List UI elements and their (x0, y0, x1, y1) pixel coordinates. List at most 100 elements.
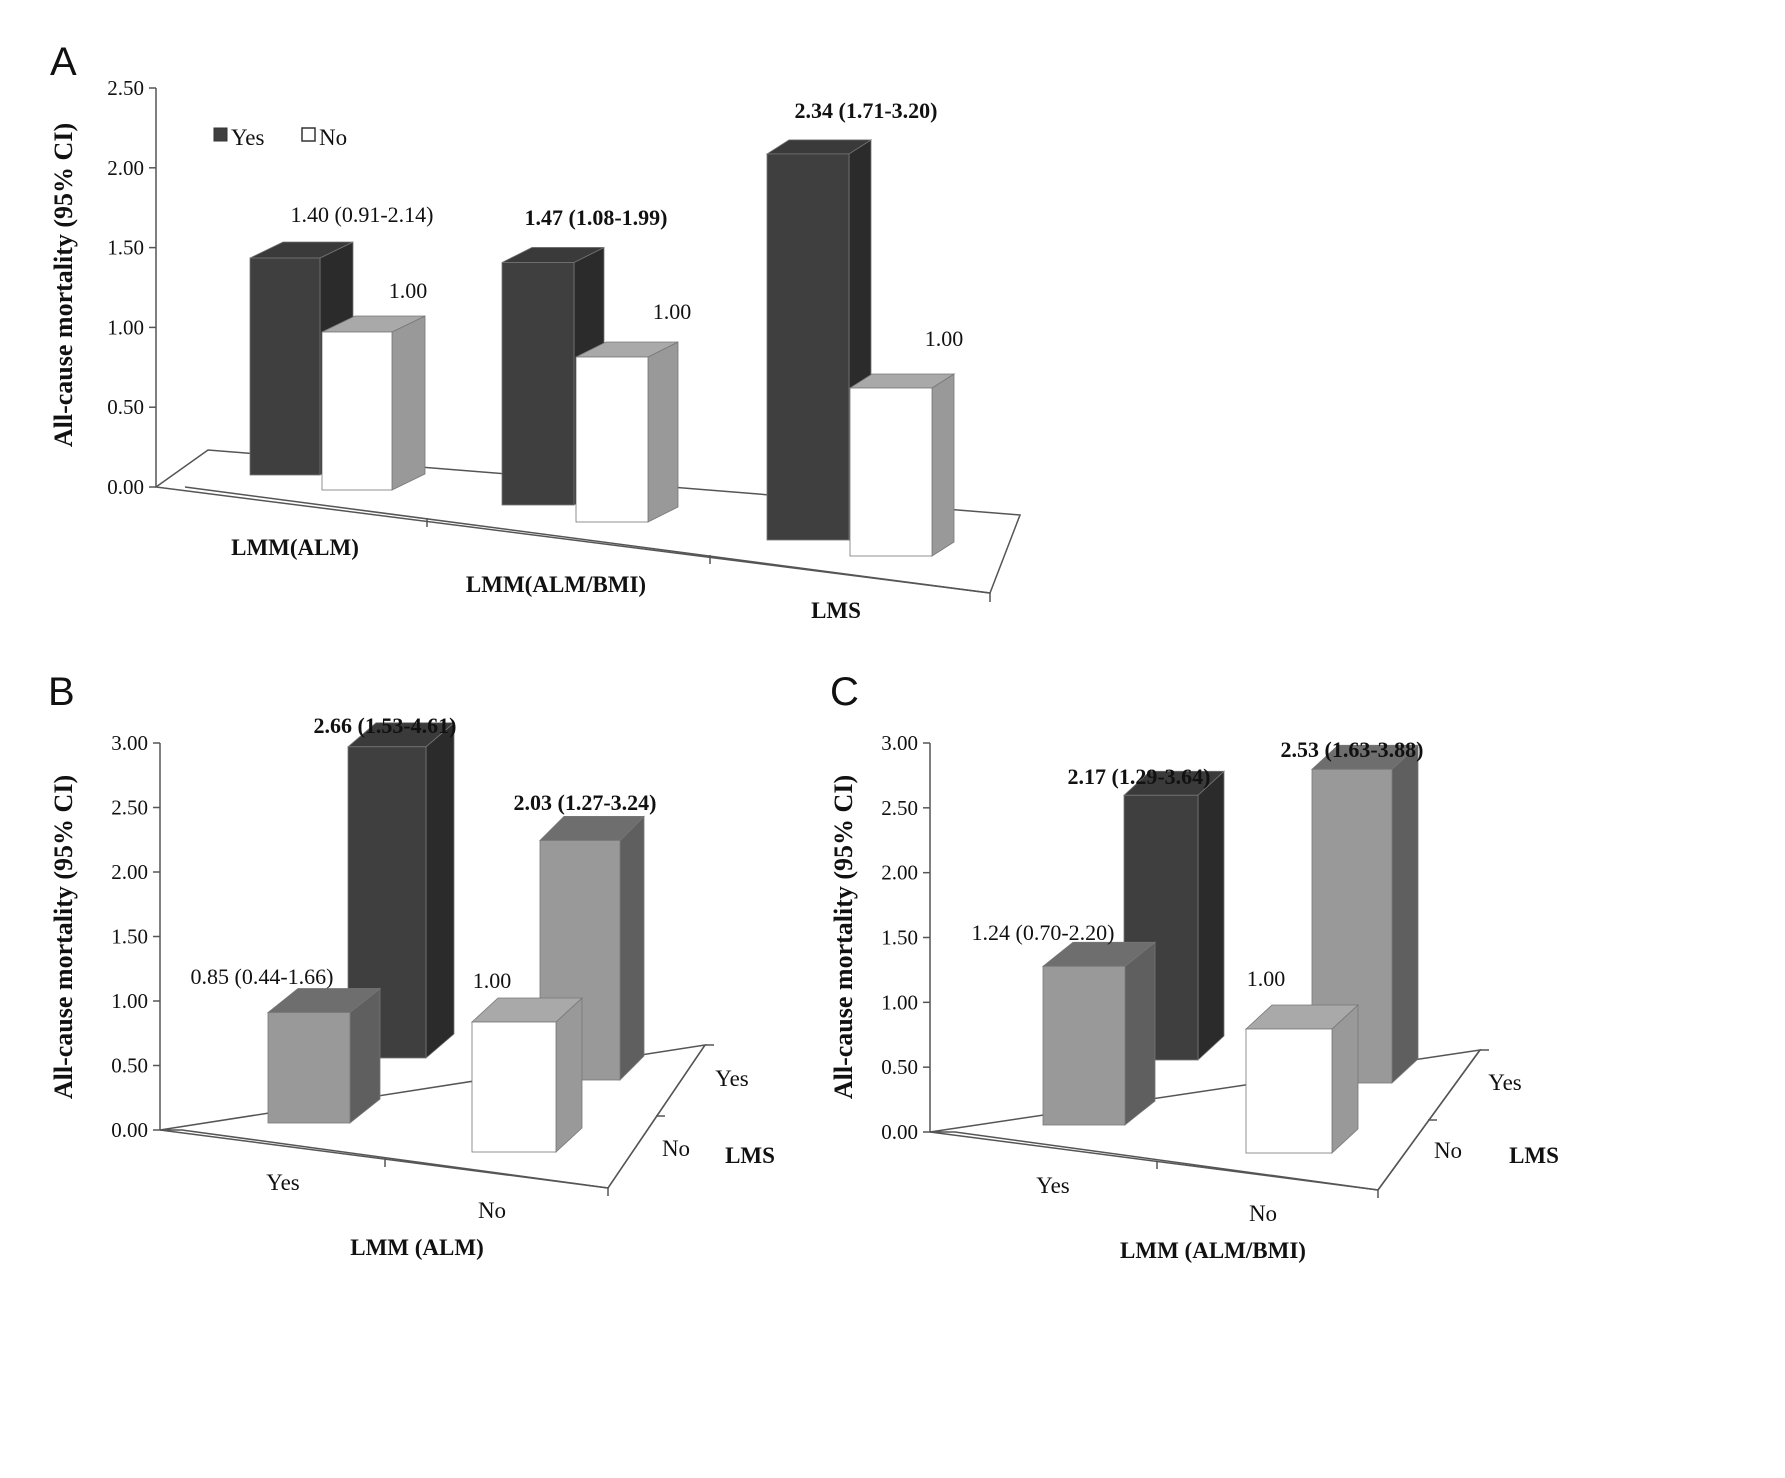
panel-c-bar (1041, 941, 1157, 1126)
panel-a-data-label: 1.00 (925, 326, 964, 351)
panel-c-y-tick-label: 1.00 (881, 990, 918, 1014)
panel-a-y-tick-label: 1.50 (107, 236, 144, 260)
panel-a-y-tick-label: 0.50 (107, 395, 144, 419)
panel-c-y-tick-label: 0.50 (881, 1055, 918, 1079)
panel-b-bars: 0.85 (0.44-1.66) 2.66 (1.53-4.61) 1.00 2.03… (191, 713, 657, 1153)
panel-b-depth-category: No (662, 1136, 690, 1161)
panel-b-depth-axis-label: LMS (725, 1143, 775, 1168)
panel-a-category-label: LMS (811, 598, 861, 623)
panel-c-y-tick-label: 1.50 (881, 926, 918, 950)
panel-b-bar-side (619, 815, 645, 1081)
panel-c-x-category: Yes (1036, 1173, 1070, 1198)
panel-a-y-tick-label: 2.00 (107, 156, 144, 180)
panel-a-bar-no (321, 315, 426, 491)
panel-b-letter: B (48, 670, 75, 714)
panel-a-bar-yes-front (249, 257, 321, 476)
legend-swatch-no (301, 127, 316, 142)
panel-c-x-category: No (1249, 1201, 1277, 1226)
legend-label-no: No (319, 125, 347, 150)
legend-swatch-yes (213, 127, 228, 142)
panel-b-bar-front (267, 1012, 351, 1124)
panel-c-y-tick-label: 2.00 (881, 861, 918, 885)
panel-b-y-tick-label: 2.00 (111, 860, 148, 884)
panel-a-bar-no-front (575, 356, 649, 523)
panel-c-y-ticks: 0.00 0.50 1.00 1.50 2.00 2.50 3.00 (881, 731, 930, 1144)
panel-a-y-tick-label: 2.50 (107, 76, 144, 100)
panel-c-bar-side (1197, 770, 1225, 1061)
panel-b-y-tick-label: 2.50 (111, 796, 148, 820)
panel-c-y-tick-label: 2.50 (881, 796, 918, 820)
panel-a-bar-no (575, 341, 679, 523)
panel-a: A All-cause mortality (95% CI) 0.00 0.50 1… (49, 40, 1022, 623)
panel-b-y-ticks: 0.00 0.50 1.00 1.50 2.00 2.50 3.00 (111, 731, 160, 1142)
panel-c: C All-cause mortality (95% CI) 0.00 0.50 1… (829, 670, 1559, 1263)
panel-a-data-label: 1.40 (0.91-2.14) (291, 202, 434, 227)
panel-a-legend: Yes No (213, 125, 347, 150)
panel-c-bar-front (1245, 1028, 1333, 1154)
panel-a-letter: A (50, 40, 77, 84)
panel-c-bars: 1.24 (0.70-2.20) 2.17 (1.29-3.64) 1.00 2.53… (972, 737, 1424, 1154)
panel-a-data-label: 2.34 (1.71-3.20) (795, 98, 938, 123)
panel-a-y-ticks: 0.00 0.50 1.00 1.50 2.00 2.50 (107, 76, 156, 499)
panel-a-bar-yes-front (501, 262, 575, 506)
panel-c-y-tick-label: 0.00 (881, 1120, 918, 1144)
panel-c-depth-category: Yes (1488, 1070, 1522, 1095)
panel-b-y-axis-label: All-cause mortality (95% CI) (49, 775, 78, 1099)
panel-a-y-tick-label: 1.00 (107, 315, 144, 339)
panel-a-data-label: 1.00 (389, 278, 428, 303)
panel-a-y-tick-label: 0.00 (107, 475, 144, 499)
panel-c-data-label: 1.24 (0.70-2.20) (972, 920, 1115, 945)
panel-a-bar-no (848, 373, 956, 557)
panel-a-bar-yes-front (766, 153, 850, 541)
panel-c-y-tick-label: 3.00 (881, 731, 918, 755)
legend-label-yes: Yes (231, 125, 265, 150)
panel-b-data-label: 2.03 (1.27-3.24) (514, 790, 657, 815)
panel-b-data-label: 2.66 (1.53-4.61) (314, 713, 457, 738)
panel-c-data-label: 1.00 (1247, 966, 1286, 991)
panel-a-category-label: LMM(ALM/BMI) (466, 572, 646, 597)
panel-a-bar-no-side (647, 341, 679, 523)
panel-c-letter: C (830, 670, 859, 714)
panel-b-bar (470, 997, 584, 1153)
panel-b-bar (266, 987, 382, 1124)
panel-a-y-axis-label: All-cause mortality (95% CI) (49, 123, 78, 447)
panel-a-bar-no-front (849, 387, 933, 557)
panel-b-data-label: 1.00 (473, 968, 512, 993)
panel-a-categories: LMM(ALM) LMM(ALM/BMI) LMS (231, 535, 861, 623)
panel-c-data-label: 2.17 (1.29-3.64) (1068, 764, 1211, 789)
panel-c-data-label: 2.53 (1.63-3.88) (1281, 737, 1424, 762)
panel-b-x-axis (159, 1129, 609, 1189)
panel-a-data-label: 1.00 (653, 299, 692, 324)
panel-c-bar-side (1391, 744, 1419, 1084)
panel-b-y-tick-label: 1.50 (111, 925, 148, 949)
panel-a-floor (154, 449, 1022, 594)
panel-a-data-label: 1.47 (1.08-1.99) (525, 205, 668, 230)
panel-a-x-axis (184, 486, 991, 594)
panel-a-bar-no-side (931, 373, 955, 557)
panel-b-y-tick-label: 1.00 (111, 989, 148, 1013)
panel-c-bar-front (1042, 965, 1126, 1126)
panel-b-y-tick-label: 0.00 (111, 1118, 148, 1142)
panel-b-depth-category: Yes (715, 1066, 749, 1091)
panel-b-x-axis-label: LMM (ALM) (350, 1235, 484, 1260)
panel-a-bar-no-front (321, 331, 393, 491)
panel-b: B All-cause mortality (95% CI) 0.00 0.50 1… (48, 670, 775, 1260)
panel-b-bar-side (555, 997, 583, 1153)
panel-c-bar-side (1331, 1004, 1359, 1154)
panel-c-bar-side (1124, 941, 1156, 1126)
panel-b-x-category: No (478, 1198, 506, 1223)
panel-b-y-tick-label: 0.50 (111, 1054, 148, 1078)
panel-c-depth-axis-label: LMS (1509, 1143, 1559, 1168)
panel-a-bars: 1.40 (0.91-2.14) 1.47 (1.08-1.99) 2.34 (1.… (249, 98, 964, 557)
panel-b-y-tick-label: 3.00 (111, 731, 148, 755)
panel-c-depth-category: No (1434, 1138, 1462, 1163)
panel-b-bar-side (425, 721, 455, 1059)
panel-a-category-label: LMM(ALM) (231, 535, 359, 560)
panel-c-y-axis-label: All-cause mortality (95% CI) (829, 775, 858, 1099)
panel-a-bar-no-side (391, 315, 426, 491)
panel-c-x-axis-label: LMM (ALM/BMI) (1120, 1238, 1306, 1263)
panel-b-bar-front (471, 1021, 557, 1153)
panel-c-x-axis (929, 1131, 1379, 1191)
